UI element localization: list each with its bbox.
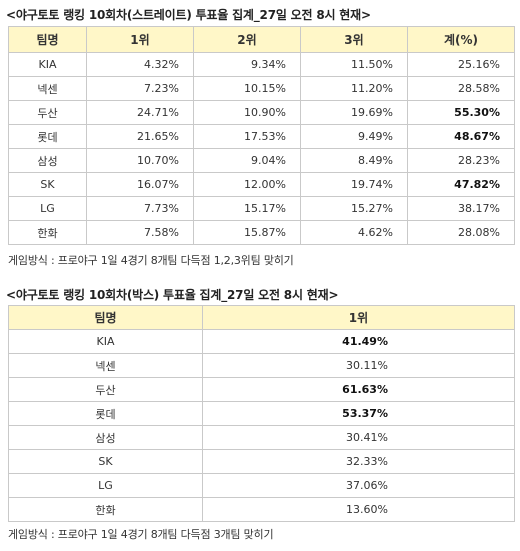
table-row: 두산 61.63% [8,377,515,402]
total-pct-cell: 28.58% [407,76,515,101]
table-row: 삼성 10.70% 9.04% 8.49% 28.23% [8,148,515,173]
team-name-cell: 두산 [8,100,87,125]
straight-game-note: 게임방식 : 프로야구 1일 4경기 8개팀 다득점 1,2,3위팀 맞히기 [8,254,294,267]
total-pct-cell: 48.67% [407,124,515,149]
total-pct-cell: 28.08% [407,220,515,245]
rank3-pct-cell: 11.50% [300,52,408,77]
rank1-pct-cell: 7.58% [86,220,194,245]
rank1-pct-cell: 53.37% [202,401,515,426]
table-row: 한화 7.58% 15.87% 4.62% 28.08% [8,220,515,245]
rank1-pct-cell: 61.63% [202,377,515,402]
table-row: 두산 24.71% 10.90% 19.69% 55.30% [8,100,515,125]
rank1-pct-cell: 37.06% [202,473,515,498]
team-name-cell: LG [8,473,203,498]
table-row: 롯데 53.37% [8,401,515,426]
table-header-row: 팀명 1위 [8,305,515,330]
box-game-note: 게임방식 : 프로야구 1일 4경기 8개팀 다득점 3개팀 맞히기 [8,528,274,541]
total-pct-cell: 28.23% [407,148,515,173]
rank2-pct-cell: 9.04% [193,148,301,173]
rank1-pct-cell: 30.41% [202,425,515,450]
rank2-pct-cell: 10.15% [193,76,301,101]
rank3-pct-cell: 19.69% [300,100,408,125]
team-name-cell: 넥센 [8,76,87,101]
rank2-pct-cell: 10.90% [193,100,301,125]
team-name-cell: 한화 [8,497,203,522]
rank3-pct-cell: 4.62% [300,220,408,245]
rank2-pct-cell: 15.87% [193,220,301,245]
team-name-cell: 삼성 [8,148,87,173]
table-row: 넥센 30.11% [8,353,515,378]
header-team: 팀명 [8,305,203,330]
rank1-pct-cell: 10.70% [86,148,194,173]
rank1-pct-cell: 4.32% [86,52,194,77]
table-row: KIA 41.49% [8,329,515,354]
rank1-pct-cell: 32.33% [202,449,515,474]
header-total: 계(%) [407,26,515,53]
straight-table-title: <야구토토 랭킹 10회차(스트레이트) 투표율 집계_27일 오전 8시 현재… [6,8,371,22]
table-row: 한화 13.60% [8,497,515,522]
rank3-pct-cell: 9.49% [300,124,408,149]
rank2-pct-cell: 17.53% [193,124,301,149]
rank1-pct-cell: 13.60% [202,497,515,522]
table-row: SK 16.07% 12.00% 19.74% 47.82% [8,172,515,197]
team-name-cell: 넥센 [8,353,203,378]
rank1-pct-cell: 21.65% [86,124,194,149]
rank1-pct-cell: 16.07% [86,172,194,197]
rank1-pct-cell: 41.49% [202,329,515,354]
rank3-pct-cell: 19.74% [300,172,408,197]
total-pct-cell: 25.16% [407,52,515,77]
header-team: 팀명 [8,26,87,53]
table-row: LG 37.06% [8,473,515,498]
rank2-pct-cell: 15.17% [193,196,301,221]
table-row: LG 7.73% 15.17% 15.27% 38.17% [8,196,515,221]
table-row: 넥센 7.23% 10.15% 11.20% 28.58% [8,76,515,101]
rank2-pct-cell: 9.34% [193,52,301,77]
team-name-cell: 두산 [8,377,203,402]
rank2-pct-cell: 12.00% [193,172,301,197]
team-name-cell: 롯데 [8,124,87,149]
rank1-pct-cell: 7.23% [86,76,194,101]
total-pct-cell: 38.17% [407,196,515,221]
header-rank1: 1위 [86,26,194,53]
straight-vote-table: 팀명 1위 2위 3위 계(%) KIA 4.32% 9.34% 11.50% 25.1… [8,26,515,245]
team-name-cell: KIA [8,52,87,77]
rank1-pct-cell: 30.11% [202,353,515,378]
team-name-cell: 한화 [8,220,87,245]
team-name-cell: LG [8,196,87,221]
header-rank3: 3위 [300,26,408,53]
header-rank2: 2위 [193,26,301,53]
team-name-cell: 롯데 [8,401,203,426]
table-row: KIA 4.32% 9.34% 11.50% 25.16% [8,52,515,77]
box-vote-table: 팀명 1위 KIA 41.49% 넥센 30.11% 두산 61.63% 롯데 53.37% 삼… [8,305,515,522]
rank3-pct-cell: 15.27% [300,196,408,221]
total-pct-cell: 55.30% [407,100,515,125]
total-pct-cell: 47.82% [407,172,515,197]
table-header-row: 팀명 1위 2위 3위 계(%) [8,26,515,53]
rank3-pct-cell: 8.49% [300,148,408,173]
team-name-cell: 삼성 [8,425,203,450]
rank1-pct-cell: 7.73% [86,196,194,221]
table-row: 롯데 21.65% 17.53% 9.49% 48.67% [8,124,515,149]
team-name-cell: SK [8,172,87,197]
rank3-pct-cell: 11.20% [300,76,408,101]
table-row: SK 32.33% [8,449,515,474]
team-name-cell: SK [8,449,203,474]
rank1-pct-cell: 24.71% [86,100,194,125]
box-table-title: <야구토토 랭킹 10회차(박스) 투표율 집계_27일 오전 8시 현재> [6,288,339,302]
team-name-cell: KIA [8,329,203,354]
table-row: 삼성 30.41% [8,425,515,450]
header-rank1: 1위 [202,305,515,330]
